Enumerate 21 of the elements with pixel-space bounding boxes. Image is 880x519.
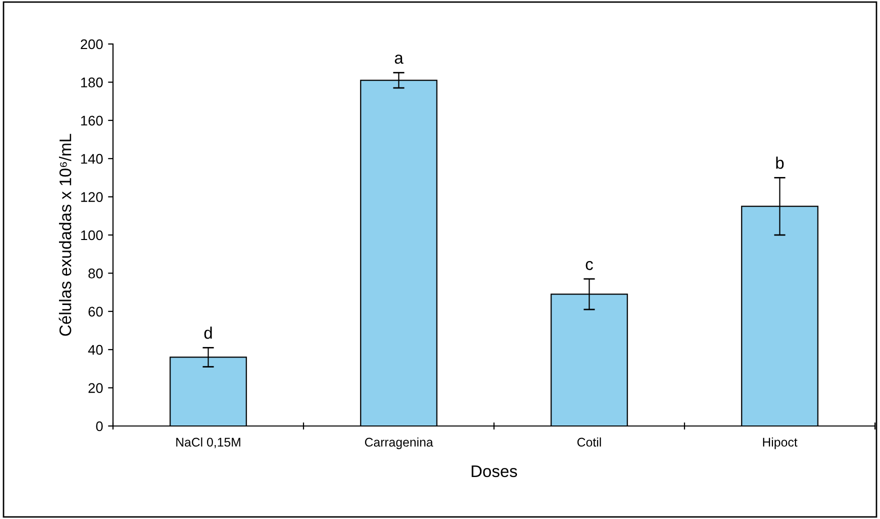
y-tick-label: 160 (81, 116, 103, 126)
x-tick-label: Hipoct (763, 437, 798, 450)
x-tick-label: Carragenina (364, 437, 434, 450)
annotation: d (204, 326, 212, 339)
y-tick-label: 60 (88, 306, 103, 317)
y-tick-label: 0 (96, 421, 103, 432)
annotation: b (776, 156, 784, 169)
y-axis-title: Células exudadas x 10⁶/mL (58, 134, 72, 336)
y-tick-label: 100 (81, 230, 103, 240)
annotation: c (586, 260, 593, 270)
y-tick-label: 140 (81, 154, 103, 164)
y-tick-label: 80 (88, 268, 103, 278)
annotation: a (394, 54, 404, 64)
y-tick-label: 200 (80, 39, 103, 50)
x-tick-label: Cotil (577, 437, 601, 447)
y-tick-label: 40 (88, 344, 103, 355)
y-tick-label: 120 (81, 192, 103, 202)
x-tick-label: NaCl 0,15M (176, 437, 240, 448)
x-axis-title: Doses (472, 466, 518, 478)
y-tick-label: 180 (81, 78, 103, 88)
y-tick-label: 20 (88, 383, 103, 393)
